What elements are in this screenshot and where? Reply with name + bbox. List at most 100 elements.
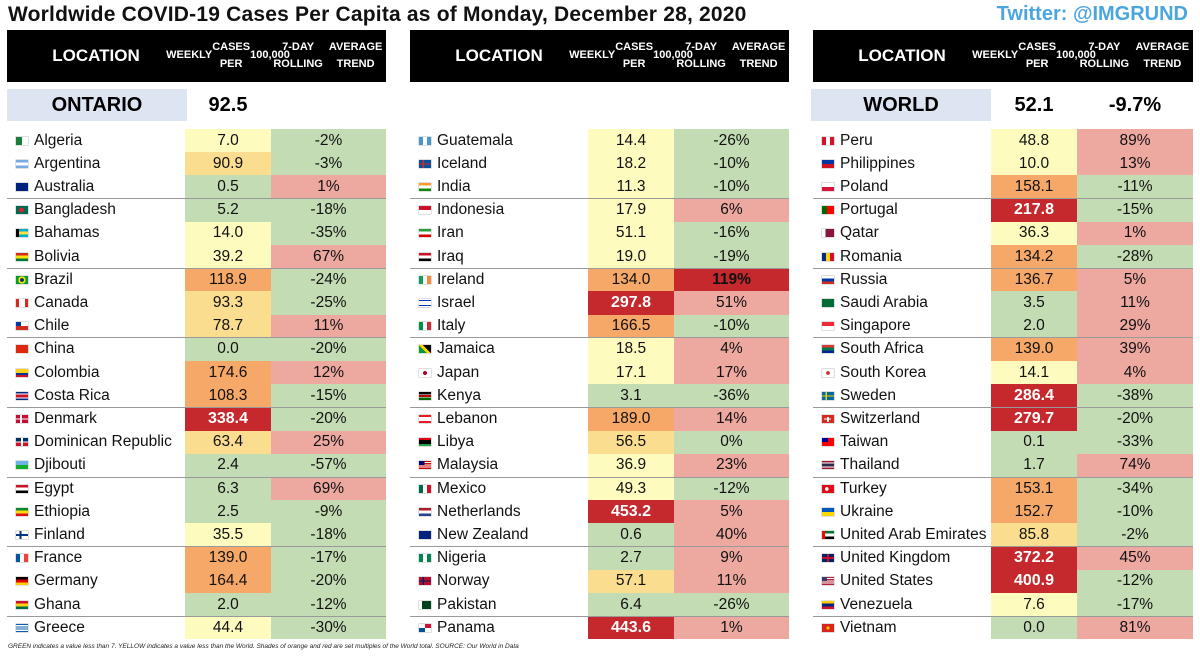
country-name: Romania [840, 247, 903, 265]
flag-iceland-icon [419, 159, 431, 168]
flag-netherlands-icon [419, 507, 431, 516]
trend-value: -12% [1077, 569, 1193, 593]
weekly-cases-value: 189.0 [588, 407, 674, 431]
group-separator [813, 337, 1193, 339]
trend-value: 25% [271, 430, 386, 454]
country-row-bahamas: Bahamas [7, 222, 185, 245]
trend-value: 29% [1077, 314, 1193, 338]
country-row-italy: Italy [410, 315, 588, 338]
header-weekly-line: WEEKLY [972, 49, 1019, 62]
weekly-cases-value: 93.3 [185, 291, 271, 315]
trend-value: 39% [1077, 337, 1193, 361]
flag-peru-icon [822, 136, 834, 145]
country-row-singapore: Singapore [813, 315, 991, 338]
country-row-denmark: Denmark [7, 407, 185, 430]
country-name: Brazil [34, 270, 73, 288]
trend-value: 12% [271, 361, 386, 385]
country-name: Argentina [34, 154, 101, 172]
page-title: Worldwide COVID-19 Cases Per Capita as o… [8, 3, 747, 26]
trend-value: -24% [271, 268, 386, 292]
trend-value: -17% [271, 546, 386, 570]
header-weekly-cases: WEEKLY CASES PER 100,000 [569, 30, 693, 82]
country-row-australia: Australia [7, 175, 185, 198]
country-name: Sweden [840, 386, 897, 404]
group-separator [7, 337, 386, 339]
country-name: Turkey [840, 479, 887, 497]
weekly-cases-value: 134.2 [991, 245, 1077, 269]
weekly-cases-value: 48.8 [991, 129, 1077, 153]
weekly-cases-value: 11.3 [588, 175, 674, 199]
weekly-cases-value: 36.9 [588, 453, 674, 477]
header-trend: 7-DAY ROLLING AVERAGE TREND [271, 30, 386, 82]
trend-value: 1% [674, 616, 789, 640]
flag-brazil-icon [16, 275, 28, 284]
trend-value: -36% [674, 384, 789, 408]
weekly-cases-value: 0.0 [185, 337, 271, 361]
country-name: Greece [34, 618, 85, 636]
flag-canada-icon [16, 298, 28, 307]
country-row-bangladesh: Bangladesh [7, 199, 185, 222]
header-weekly-line: 100,000 [1056, 49, 1096, 62]
country-row-pakistan: Pakistan [410, 593, 588, 616]
weekly-cases-value: 139.0 [185, 546, 271, 570]
country-row-canada: Canada [7, 291, 185, 314]
country-name: New Zealand [437, 525, 529, 543]
weekly-cases-value: 35.5 [185, 523, 271, 547]
country-row-lebanon: Lebanon [410, 407, 588, 430]
country-row-qatar: Qatar [813, 222, 991, 245]
flag-germany-icon [16, 577, 28, 586]
weekly-cases-value: 3.1 [588, 384, 674, 408]
group-separator [813, 198, 1193, 200]
country-name: Germany [34, 572, 98, 590]
group-separator [410, 337, 789, 339]
country-row-colombia: Colombia [7, 361, 185, 384]
flag-greece-icon [16, 623, 28, 632]
weekly-cases-value: 136.7 [991, 268, 1077, 292]
trend-value: 5% [1077, 268, 1193, 292]
country-row-thailand: Thailand [813, 454, 991, 477]
country-row-argentina: Argentina [7, 152, 185, 175]
flag-panama-icon [419, 623, 431, 632]
country-row-nigeria: Nigeria [410, 547, 588, 570]
trend-value: 11% [271, 314, 386, 338]
group-separator [813, 406, 1193, 408]
weekly-cases-value: 44.4 [185, 616, 271, 640]
trend-value: -12% [674, 477, 789, 501]
trend-value: 0% [674, 430, 789, 454]
country-row-algeria: Algeria [7, 129, 185, 152]
country-row-new-zealand: New Zealand [410, 523, 588, 546]
group-separator [7, 615, 386, 617]
country-name: Netherlands [437, 502, 521, 520]
twitter-handle: Twitter: @IMGRUND [996, 3, 1188, 25]
header-background [813, 30, 1193, 82]
country-row-romania: Romania [813, 245, 991, 268]
flag-venezuela-icon [822, 600, 834, 609]
weekly-cases-value: 338.4 [185, 407, 271, 431]
country-row-peru: Peru [813, 129, 991, 152]
weekly-cases-value: 36.3 [991, 221, 1077, 245]
trend-value: -10% [674, 175, 789, 199]
trend-value: 4% [674, 337, 789, 361]
country-name: Mexico [437, 479, 487, 497]
country-name: India [437, 177, 471, 195]
country-name: Jamaica [437, 340, 495, 358]
group-separator [410, 267, 789, 269]
country-row-guatemala: Guatemala [410, 129, 588, 152]
weekly-cases-value: 5.2 [185, 198, 271, 222]
country-name: Djibouti [34, 456, 86, 474]
weekly-cases-value: 297.8 [588, 291, 674, 315]
country-name: Venezuela [840, 595, 913, 613]
flag-united-states-icon [822, 577, 834, 586]
weekly-cases-value: 7.6 [991, 593, 1077, 617]
country-name: Iraq [437, 247, 464, 265]
weekly-cases-value: 217.8 [991, 198, 1077, 222]
country-row-ireland: Ireland [410, 268, 588, 291]
weekly-cases-value: 279.7 [991, 407, 1077, 431]
flag-japan-icon [419, 368, 431, 377]
country-row-jamaica: Jamaica [410, 338, 588, 361]
header-weekly-cases: WEEKLY CASES PER 100,000 [166, 30, 290, 82]
group-separator [7, 546, 386, 548]
country-name: Thailand [840, 456, 900, 474]
trend-value: -20% [271, 337, 386, 361]
flag-costa-rica-icon [16, 391, 28, 400]
